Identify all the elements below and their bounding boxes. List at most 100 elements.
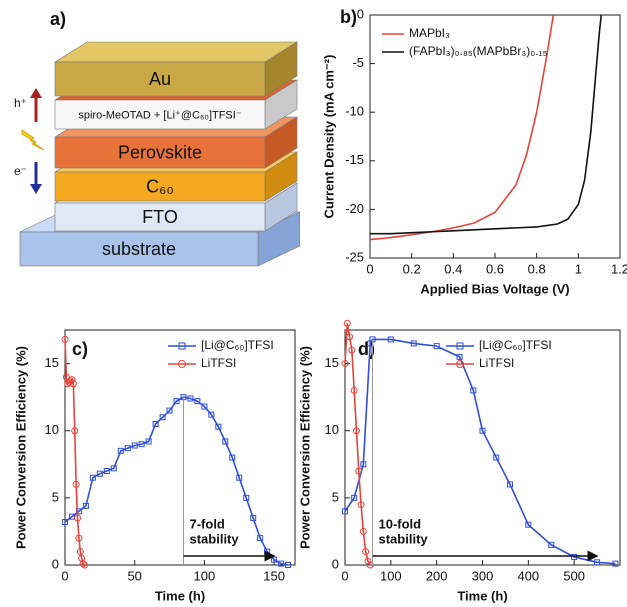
x-tick-label: 0.4 — [444, 261, 462, 276]
y-tick-label: -25 — [345, 249, 364, 264]
point — [81, 561, 89, 569]
point — [194, 398, 201, 405]
point — [187, 395, 194, 402]
point — [243, 494, 250, 501]
point — [152, 421, 159, 427]
point — [362, 548, 370, 556]
annotation: 7-fold — [189, 516, 224, 531]
layer-front — [54, 99, 266, 130]
plot-frame — [64, 329, 296, 566]
point — [62, 519, 68, 526]
legend-marker — [178, 342, 186, 350]
data-line — [64, 339, 86, 566]
hole-label: h⁺ — [14, 96, 27, 110]
data-line — [370, 14, 603, 235]
point — [236, 474, 243, 481]
point — [103, 468, 110, 474]
point — [285, 562, 292, 568]
point — [350, 386, 358, 394]
electron-label: e⁻ — [14, 164, 27, 178]
legend-label: [Li@C₆₀]TFSI — [201, 338, 274, 352]
legend-marker — [456, 360, 464, 368]
layer-label: spiro-MeOTAD + [Li⁺@C₆₀]TFSI⁻ — [78, 109, 241, 121]
x-tick-label: 0 — [366, 261, 373, 276]
y-tick-label: 15 — [325, 355, 339, 370]
x-tick-label: 1.2 — [611, 261, 627, 276]
point — [138, 441, 145, 448]
point — [612, 560, 619, 567]
x-tick-label: 0.2 — [403, 261, 421, 276]
x-tick-label: 0.8 — [528, 261, 546, 276]
y-tick-label: -5 — [352, 55, 364, 70]
point — [72, 480, 80, 488]
point — [75, 534, 83, 542]
point — [215, 423, 222, 430]
y-tick-label: 10 — [45, 422, 59, 437]
electron-arrowhead — [30, 184, 42, 194]
x-tick-label: 100 — [380, 568, 402, 583]
x-tick-label: 400 — [517, 568, 539, 583]
y-tick-label: 5 — [52, 489, 59, 504]
x-axis-label: Time (h) — [155, 588, 205, 603]
point — [433, 343, 440, 350]
legend-label: LiTFSI — [479, 356, 514, 370]
point — [201, 403, 208, 410]
x-tick-label: 0 — [61, 568, 68, 583]
point — [278, 560, 285, 567]
point — [571, 553, 578, 560]
x-tick-label: 0.6 — [486, 261, 504, 276]
y-tick-label: 5 — [332, 489, 339, 504]
x-tick-label: 50 — [127, 568, 141, 583]
point — [525, 521, 532, 528]
layer-top — [53, 41, 299, 63]
panel-label: a) — [50, 9, 66, 29]
y-tick-label: -10 — [345, 104, 364, 119]
point — [342, 508, 348, 515]
layer-front — [54, 136, 266, 169]
point — [357, 501, 365, 509]
x-axis-label: Time (h) — [457, 588, 507, 603]
point — [366, 561, 374, 569]
y-tick-label: 0 — [332, 556, 339, 571]
point — [75, 508, 82, 515]
data-line — [369, 14, 555, 241]
point — [62, 373, 70, 381]
panel-label: c) — [72, 339, 88, 359]
point — [71, 427, 79, 435]
point — [68, 376, 76, 384]
panel-label: b) — [340, 7, 357, 27]
point — [493, 454, 500, 461]
point — [479, 427, 486, 434]
x-tick-label: 1 — [575, 261, 582, 276]
data-line — [64, 396, 289, 566]
point — [124, 445, 131, 452]
layer-label: Au — [149, 69, 171, 89]
y-tick-label: 0 — [52, 556, 59, 571]
point — [76, 548, 84, 556]
light-bolt — [21, 129, 45, 151]
point — [348, 346, 356, 354]
annotation: 10-fold — [379, 516, 422, 531]
point — [96, 470, 103, 477]
y-tick-label: -20 — [345, 201, 364, 216]
point — [131, 442, 138, 449]
x-tick-label: 500 — [563, 568, 585, 583]
legend-label: LiTFSI — [201, 356, 236, 370]
data-line — [344, 323, 371, 566]
point — [117, 447, 124, 454]
legend-marker — [178, 360, 186, 368]
point — [166, 407, 173, 414]
point — [257, 535, 264, 542]
point — [507, 481, 513, 488]
x-tick-label: 0 — [341, 568, 348, 583]
annotation: stability — [379, 531, 429, 546]
point — [548, 541, 555, 548]
point — [410, 340, 417, 347]
point — [343, 319, 351, 327]
layer-label: C₆₀ — [146, 176, 174, 196]
y-axis-label: Power Conversion Efficiency (%) — [297, 346, 312, 549]
point — [61, 335, 69, 343]
annotation: stability — [189, 531, 239, 546]
y-tick-label: 10 — [325, 422, 339, 437]
